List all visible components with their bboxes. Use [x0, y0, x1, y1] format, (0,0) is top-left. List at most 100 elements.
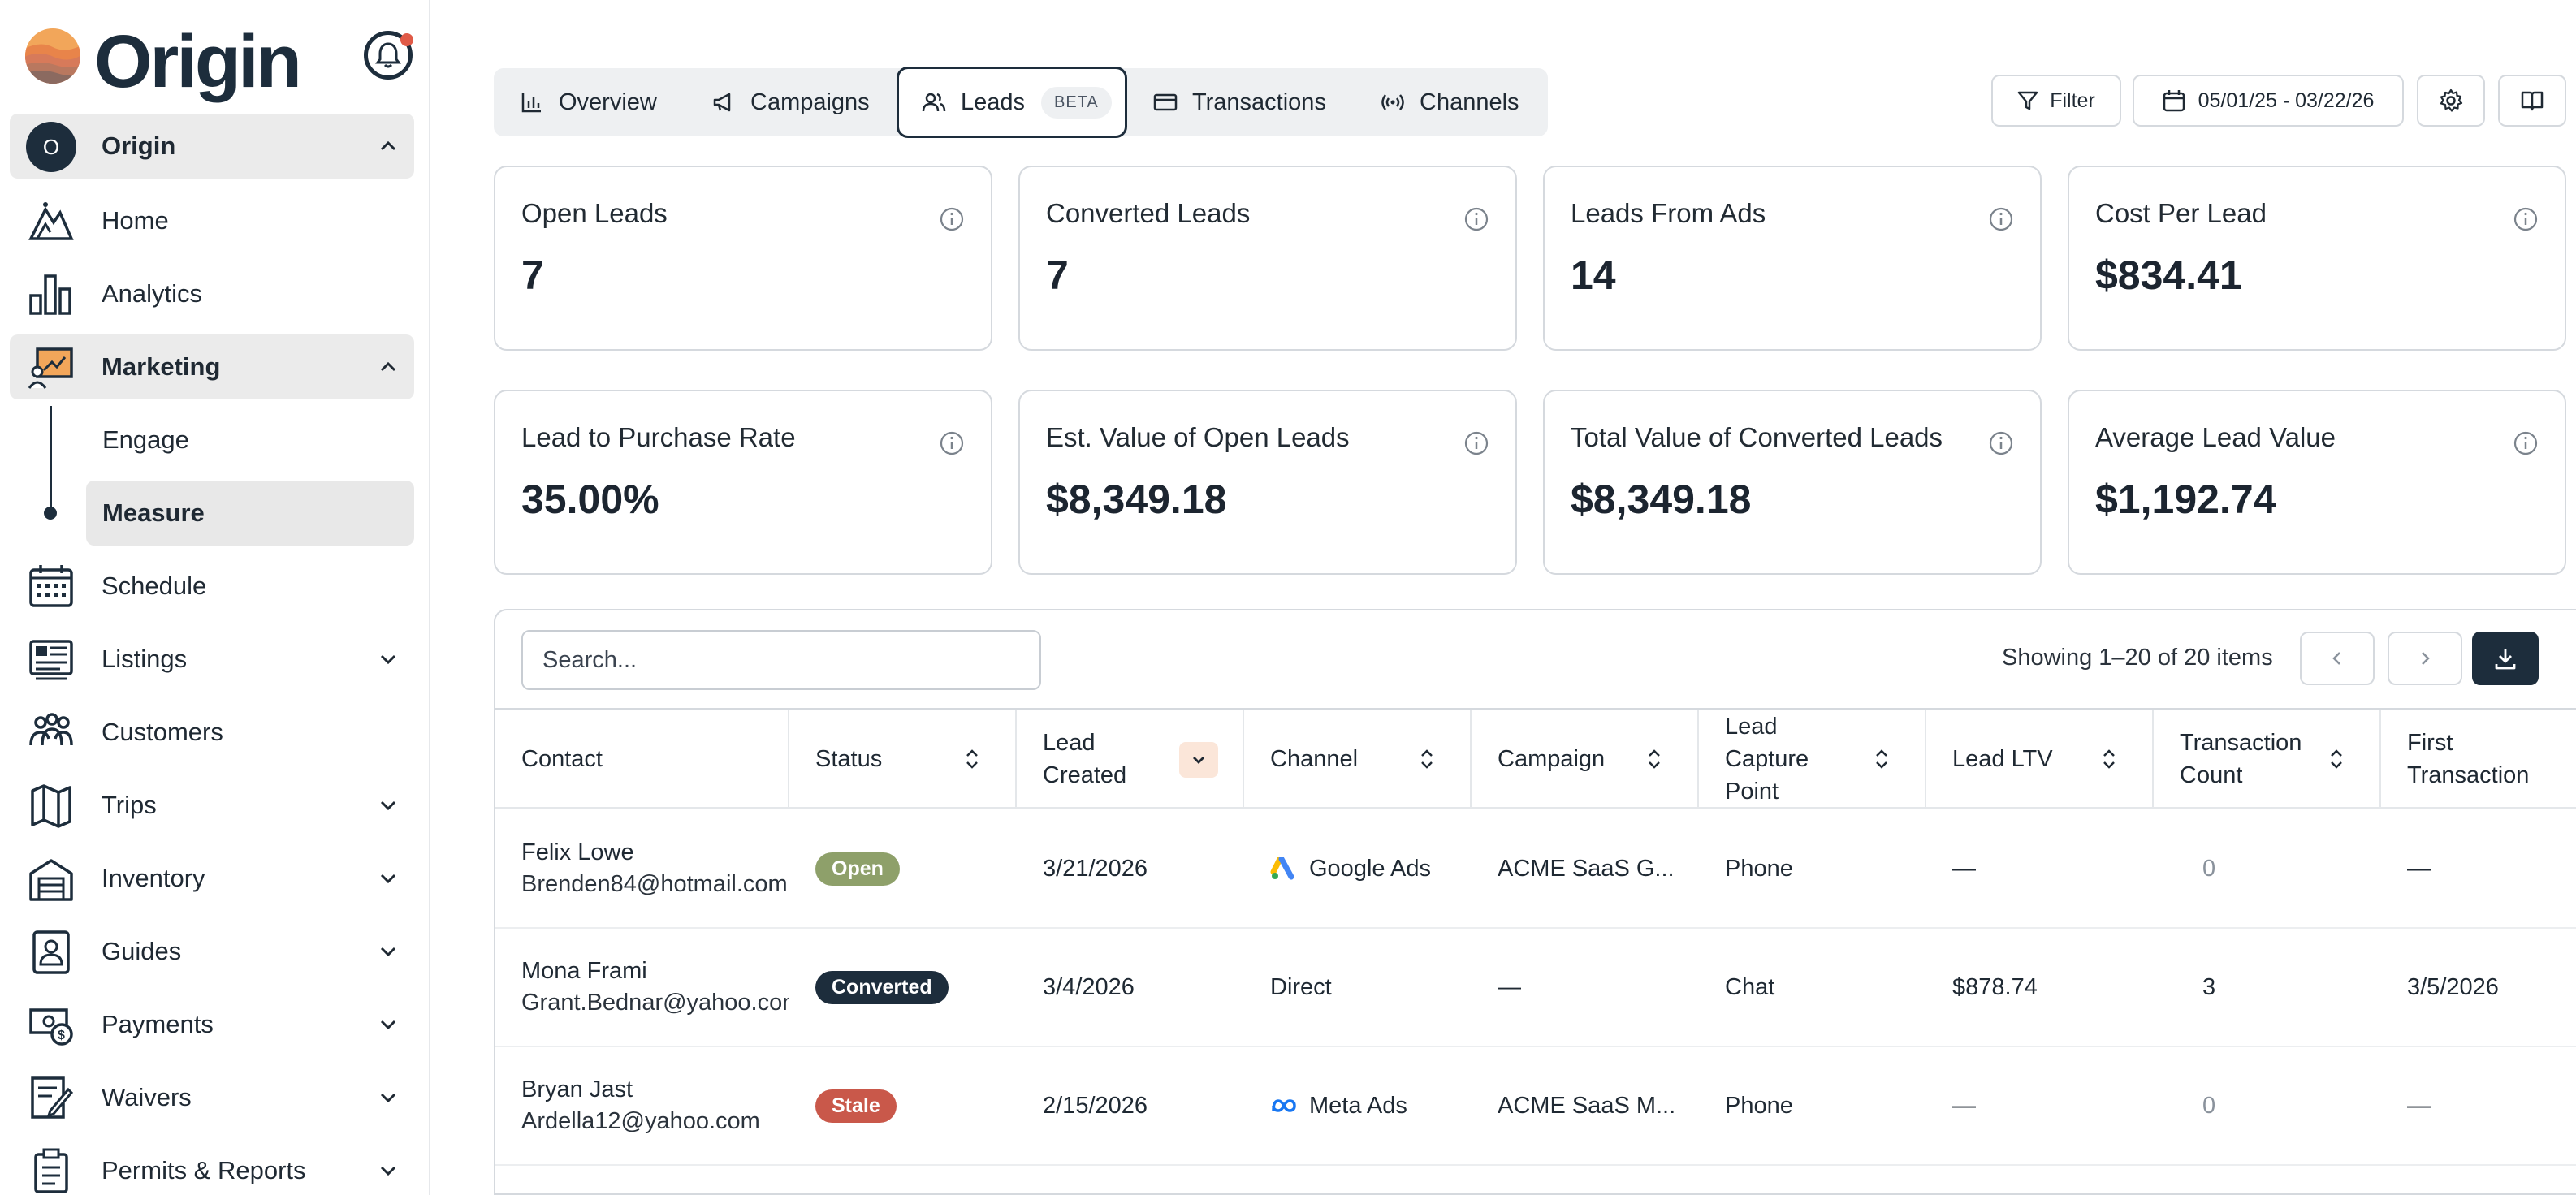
- sidebar-item-marketing[interactable]: Marketing: [10, 334, 414, 399]
- channel-label: Direct: [1270, 973, 1332, 1000]
- sidebar-item-trips[interactable]: Trips: [10, 773, 414, 838]
- column-header-lead-ltv[interactable]: Lead LTV: [1926, 710, 2154, 809]
- sort-icon: [1421, 749, 1433, 769]
- sort-desc-button[interactable]: [1179, 742, 1218, 778]
- chevron-down-icon: [380, 1166, 396, 1176]
- sidebar-item-home[interactable]: Home: [10, 188, 414, 253]
- prev-page-button[interactable]: [2300, 632, 2375, 685]
- column-header-contact[interactable]: Contact: [495, 710, 789, 809]
- channel-label: Google Ads: [1309, 855, 1431, 882]
- contact-cell: Bryan Jast Ardella12@yahoo.com: [495, 1047, 789, 1164]
- brand-header: Origin: [24, 20, 414, 106]
- tab-label: Leads: [961, 88, 1026, 115]
- settings-button[interactable]: [2417, 75, 2485, 127]
- map-icon: [31, 784, 71, 828]
- sidebar-item-waivers[interactable]: Waivers: [10, 1065, 414, 1130]
- info-icon[interactable]: [1463, 430, 1489, 456]
- main-content: Overview Campaigns Leads BETA Transactio…: [432, 0, 2576, 1195]
- campaign-cell: ACME SaaS M...: [1498, 1092, 1676, 1119]
- created-cell: 3/4/2026: [1043, 973, 1135, 1000]
- clipboard-icon: [34, 1148, 68, 1193]
- sidebar-subitem-label: Engage: [102, 425, 189, 454]
- column-header-transaction-count[interactable]: Transaction Count: [2154, 710, 2381, 809]
- capture-cell: Phone: [1725, 855, 1793, 882]
- submenu-connector: [50, 406, 52, 516]
- sidebar-item-label: Customers: [102, 718, 223, 746]
- info-icon[interactable]: [939, 430, 965, 456]
- info-icon[interactable]: [1988, 430, 2014, 456]
- next-page-button[interactable]: [2388, 632, 2462, 685]
- status-badge: Converted: [815, 970, 949, 1004]
- channel-label: Meta Ads: [1309, 1092, 1407, 1119]
- docs-button[interactable]: [2498, 75, 2566, 127]
- metric-card-est-value-open-leads: Est. Value of Open Leads $8,349.18: [1018, 390, 1517, 575]
- info-icon[interactable]: [939, 206, 965, 232]
- tab-leads[interactable]: Leads BETA: [897, 67, 1127, 138]
- users-icon: [29, 713, 73, 746]
- column-label: Lead LTV: [1952, 746, 2053, 772]
- tab-overview[interactable]: Overview: [520, 75, 657, 130]
- sidebar-subitem-engage[interactable]: Engage: [86, 408, 414, 472]
- table-row[interactable]: Mona Frami Grant.Bednar@yahoo.com Conver…: [495, 929, 2576, 1047]
- megaphone-icon: [713, 93, 731, 112]
- waiver-icon: [31, 1076, 74, 1119]
- campaign-cell: ACME SaaS G...: [1498, 855, 1675, 882]
- column-label: Lead Created: [1043, 730, 1127, 788]
- channel-cell: Direct: [1244, 929, 1472, 1046]
- chevron-down-icon: [380, 800, 396, 811]
- txn-count-cell: 0: [2202, 855, 2216, 882]
- sidebar-item-inventory[interactable]: Inventory: [10, 846, 414, 911]
- txn-count-cell: 0: [2202, 1092, 2216, 1119]
- txn-count-cell: 3: [2202, 973, 2216, 1000]
- sidebar-item-guides[interactable]: Guides: [10, 919, 414, 984]
- search-input[interactable]: [523, 632, 1039, 688]
- chevron-down-icon: [380, 874, 396, 884]
- contact-email: Grant.Bednar@yahoo.com: [521, 990, 789, 1016]
- sidebar-item-schedule[interactable]: Schedule: [10, 554, 414, 619]
- filter-button[interactable]: Filter: [1991, 75, 2121, 127]
- metric-card-converted-leads: Converted Leads 7: [1018, 166, 1517, 351]
- org-label: Origin: [102, 132, 176, 160]
- info-icon[interactable]: [1988, 206, 2014, 232]
- sidebar-item-permits-reports[interactable]: Permits & Reports: [10, 1138, 414, 1195]
- metric-title: Cost Per Lead: [2095, 198, 2267, 228]
- column-header-status[interactable]: Status: [789, 710, 1017, 809]
- column-header-channel[interactable]: Channel: [1244, 710, 1472, 809]
- google-ads-icon: [1270, 857, 1294, 880]
- tab-campaigns[interactable]: Campaigns: [711, 75, 870, 130]
- info-icon[interactable]: [2513, 206, 2539, 232]
- notification-bell-button[interactable]: [364, 31, 413, 80]
- metric-card-lead-to-purchase-rate: Lead to Purchase Rate 35.00%: [494, 390, 992, 575]
- sidebar-item-customers[interactable]: Customers: [10, 700, 414, 765]
- column-header-lead-created[interactable]: Lead Created: [1017, 710, 1244, 809]
- svg-text:$: $: [58, 1029, 65, 1042]
- download-button[interactable]: [2472, 632, 2539, 685]
- table-row[interactable]: Felix Lowe Brenden84@hotmail.com Open 3/…: [495, 810, 2576, 929]
- listings-icon: [29, 640, 73, 680]
- sidebar-item-listings[interactable]: Listings: [10, 627, 414, 692]
- metric-title: Converted Leads: [1046, 198, 1251, 228]
- info-icon[interactable]: [1463, 206, 1489, 232]
- tab-transactions[interactable]: Transactions: [1153, 75, 1326, 130]
- date-range-button[interactable]: 05/01/25 - 03/22/26: [2133, 75, 2404, 127]
- column-header-first-transaction[interactable]: First Transaction: [2381, 710, 2576, 809]
- metric-card-total-value-converted: Total Value of Converted Leads $8,349.18: [1543, 390, 2042, 575]
- sidebar-item-label: Waivers: [102, 1083, 192, 1111]
- search-field[interactable]: [521, 630, 1041, 690]
- sidebar-item-payments[interactable]: $ Payments: [10, 992, 414, 1057]
- sidebar: Origin O Origin Home: [0, 0, 430, 1195]
- sidebar-item-analytics[interactable]: Analytics: [10, 261, 414, 326]
- column-header-campaign[interactable]: Campaign: [1472, 710, 1699, 809]
- sidebar-item-label: Analytics: [102, 279, 203, 308]
- tab-channels[interactable]: Channels: [1381, 75, 1519, 130]
- filter-label: Filter: [2050, 88, 2095, 112]
- metric-card-cost-per-lead: Cost Per Lead $834.41: [2068, 166, 2566, 351]
- metric-value: $8,349.18: [1046, 477, 1227, 522]
- sidebar-item-label: Trips: [102, 791, 157, 819]
- credit-card-icon: [1153, 93, 1178, 111]
- sidebar-subitem-measure[interactable]: Measure: [86, 481, 414, 546]
- org-switcher[interactable]: O Origin: [10, 114, 414, 179]
- info-icon[interactable]: [2513, 430, 2539, 456]
- table-row[interactable]: Bryan Jast Ardella12@yahoo.com Stale 2/1…: [495, 1047, 2576, 1166]
- column-header-lead-capture-point[interactable]: Lead Capture Point: [1699, 710, 1926, 809]
